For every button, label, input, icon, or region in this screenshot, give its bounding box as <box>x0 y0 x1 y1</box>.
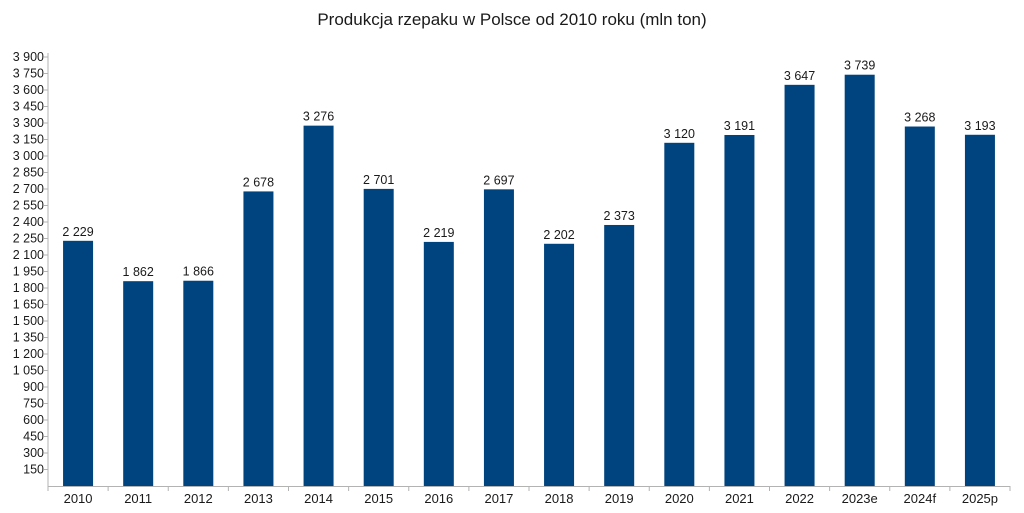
x-tick-label: 2014 <box>304 491 333 506</box>
chart-title: Produkcja rzepaku w Polsce od 2010 roku … <box>317 10 707 29</box>
x-tick-label: 2023e <box>842 491 878 506</box>
y-tick-label: 1 650 <box>13 298 44 312</box>
bar <box>724 134 755 487</box>
y-tick-label: 1 500 <box>13 314 44 328</box>
y-tick-label: 1 050 <box>13 364 44 378</box>
bar-value-label: 2 697 <box>483 173 514 187</box>
y-tick-label: 750 <box>23 397 44 411</box>
y-tick-label: 3 600 <box>13 83 44 97</box>
bar-value-label: 2 229 <box>62 225 93 239</box>
x-tick-label: 2024f <box>904 491 937 506</box>
y-tick-label: 2 100 <box>13 248 44 262</box>
y-tick-label: 300 <box>23 446 44 460</box>
bar-value-label: 2 373 <box>604 209 635 223</box>
y-tick-label: 3 750 <box>13 67 44 81</box>
y-tick-label: 900 <box>23 380 44 394</box>
bar-value-label: 1 862 <box>123 265 154 279</box>
bar-value-label: 3 191 <box>724 119 755 133</box>
x-tick-label: 2019 <box>605 491 634 506</box>
bar <box>303 125 334 486</box>
bar-value-label: 3 120 <box>664 127 695 141</box>
bar <box>664 142 695 487</box>
bar-value-label: 2 678 <box>243 175 274 189</box>
x-tick-label: 2018 <box>545 491 574 506</box>
y-tick-label: 150 <box>23 463 44 477</box>
bar <box>784 84 815 486</box>
bar <box>904 126 935 487</box>
y-tick-label: 2 850 <box>13 166 44 180</box>
bar-value-label: 2 219 <box>423 226 454 240</box>
x-tick-label: 2010 <box>64 491 93 506</box>
x-tick-label: 2022 <box>785 491 814 506</box>
bar-value-label: 3 739 <box>844 59 875 73</box>
bar <box>243 191 274 487</box>
x-tick-label: 2017 <box>484 491 513 506</box>
y-tick-label: 450 <box>23 430 44 444</box>
x-tick-label: 2016 <box>424 491 453 506</box>
y-tick-label: 600 <box>23 413 44 427</box>
x-tick-label: 2013 <box>244 491 273 506</box>
bar-value-label: 3 268 <box>904 111 935 125</box>
bar-value-label: 3 647 <box>784 69 815 83</box>
x-tick-label: 2021 <box>725 491 754 506</box>
y-tick-label: 1 800 <box>13 281 44 295</box>
y-tick-label: 3 900 <box>13 50 44 64</box>
bar-value-label: 3 193 <box>964 119 995 133</box>
y-tick-label: 2 550 <box>13 199 44 213</box>
y-tick-label: 1 350 <box>13 331 44 345</box>
x-tick-label: 2020 <box>665 491 694 506</box>
bar <box>123 281 154 486</box>
x-tick-label: 2012 <box>184 491 213 506</box>
bar <box>183 280 214 486</box>
y-tick-label: 1 950 <box>13 265 44 279</box>
bar <box>544 243 575 486</box>
y-tick-label: 3 000 <box>13 149 44 163</box>
y-tick-label: 3 450 <box>13 100 44 114</box>
bar <box>63 240 94 486</box>
y-tick-label: 1 200 <box>13 347 44 361</box>
x-tick-label: 2011 <box>124 491 152 506</box>
bar <box>483 189 514 486</box>
bar <box>363 188 394 486</box>
bar-value-label: 2 701 <box>363 173 394 187</box>
bar <box>423 241 454 486</box>
y-tick-label: 2 400 <box>13 215 44 229</box>
bar-value-label: 2 202 <box>543 228 574 242</box>
y-tick-label: 2 250 <box>13 232 44 246</box>
y-tick-label: 2 700 <box>13 182 44 196</box>
bar-value-label: 1 866 <box>183 265 214 279</box>
bar <box>964 134 995 486</box>
y-tick-label: 3 150 <box>13 133 44 147</box>
bar <box>844 74 875 487</box>
x-tick-label: 2015 <box>364 491 393 506</box>
bar-value-label: 3 276 <box>303 110 334 124</box>
y-tick-label: 3 300 <box>13 116 44 130</box>
x-tick-label: 2025p <box>962 491 998 506</box>
bar <box>604 224 635 486</box>
